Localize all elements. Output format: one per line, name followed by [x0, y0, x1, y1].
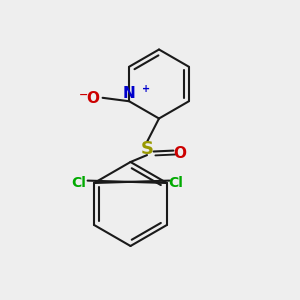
Text: S: S	[140, 140, 154, 158]
Text: N: N	[123, 85, 135, 100]
Text: +: +	[142, 84, 150, 94]
Text: O: O	[173, 146, 187, 161]
Text: O: O	[86, 91, 100, 106]
Text: Cl: Cl	[168, 176, 183, 190]
Text: −: −	[79, 90, 88, 100]
Text: Cl: Cl	[71, 176, 86, 190]
